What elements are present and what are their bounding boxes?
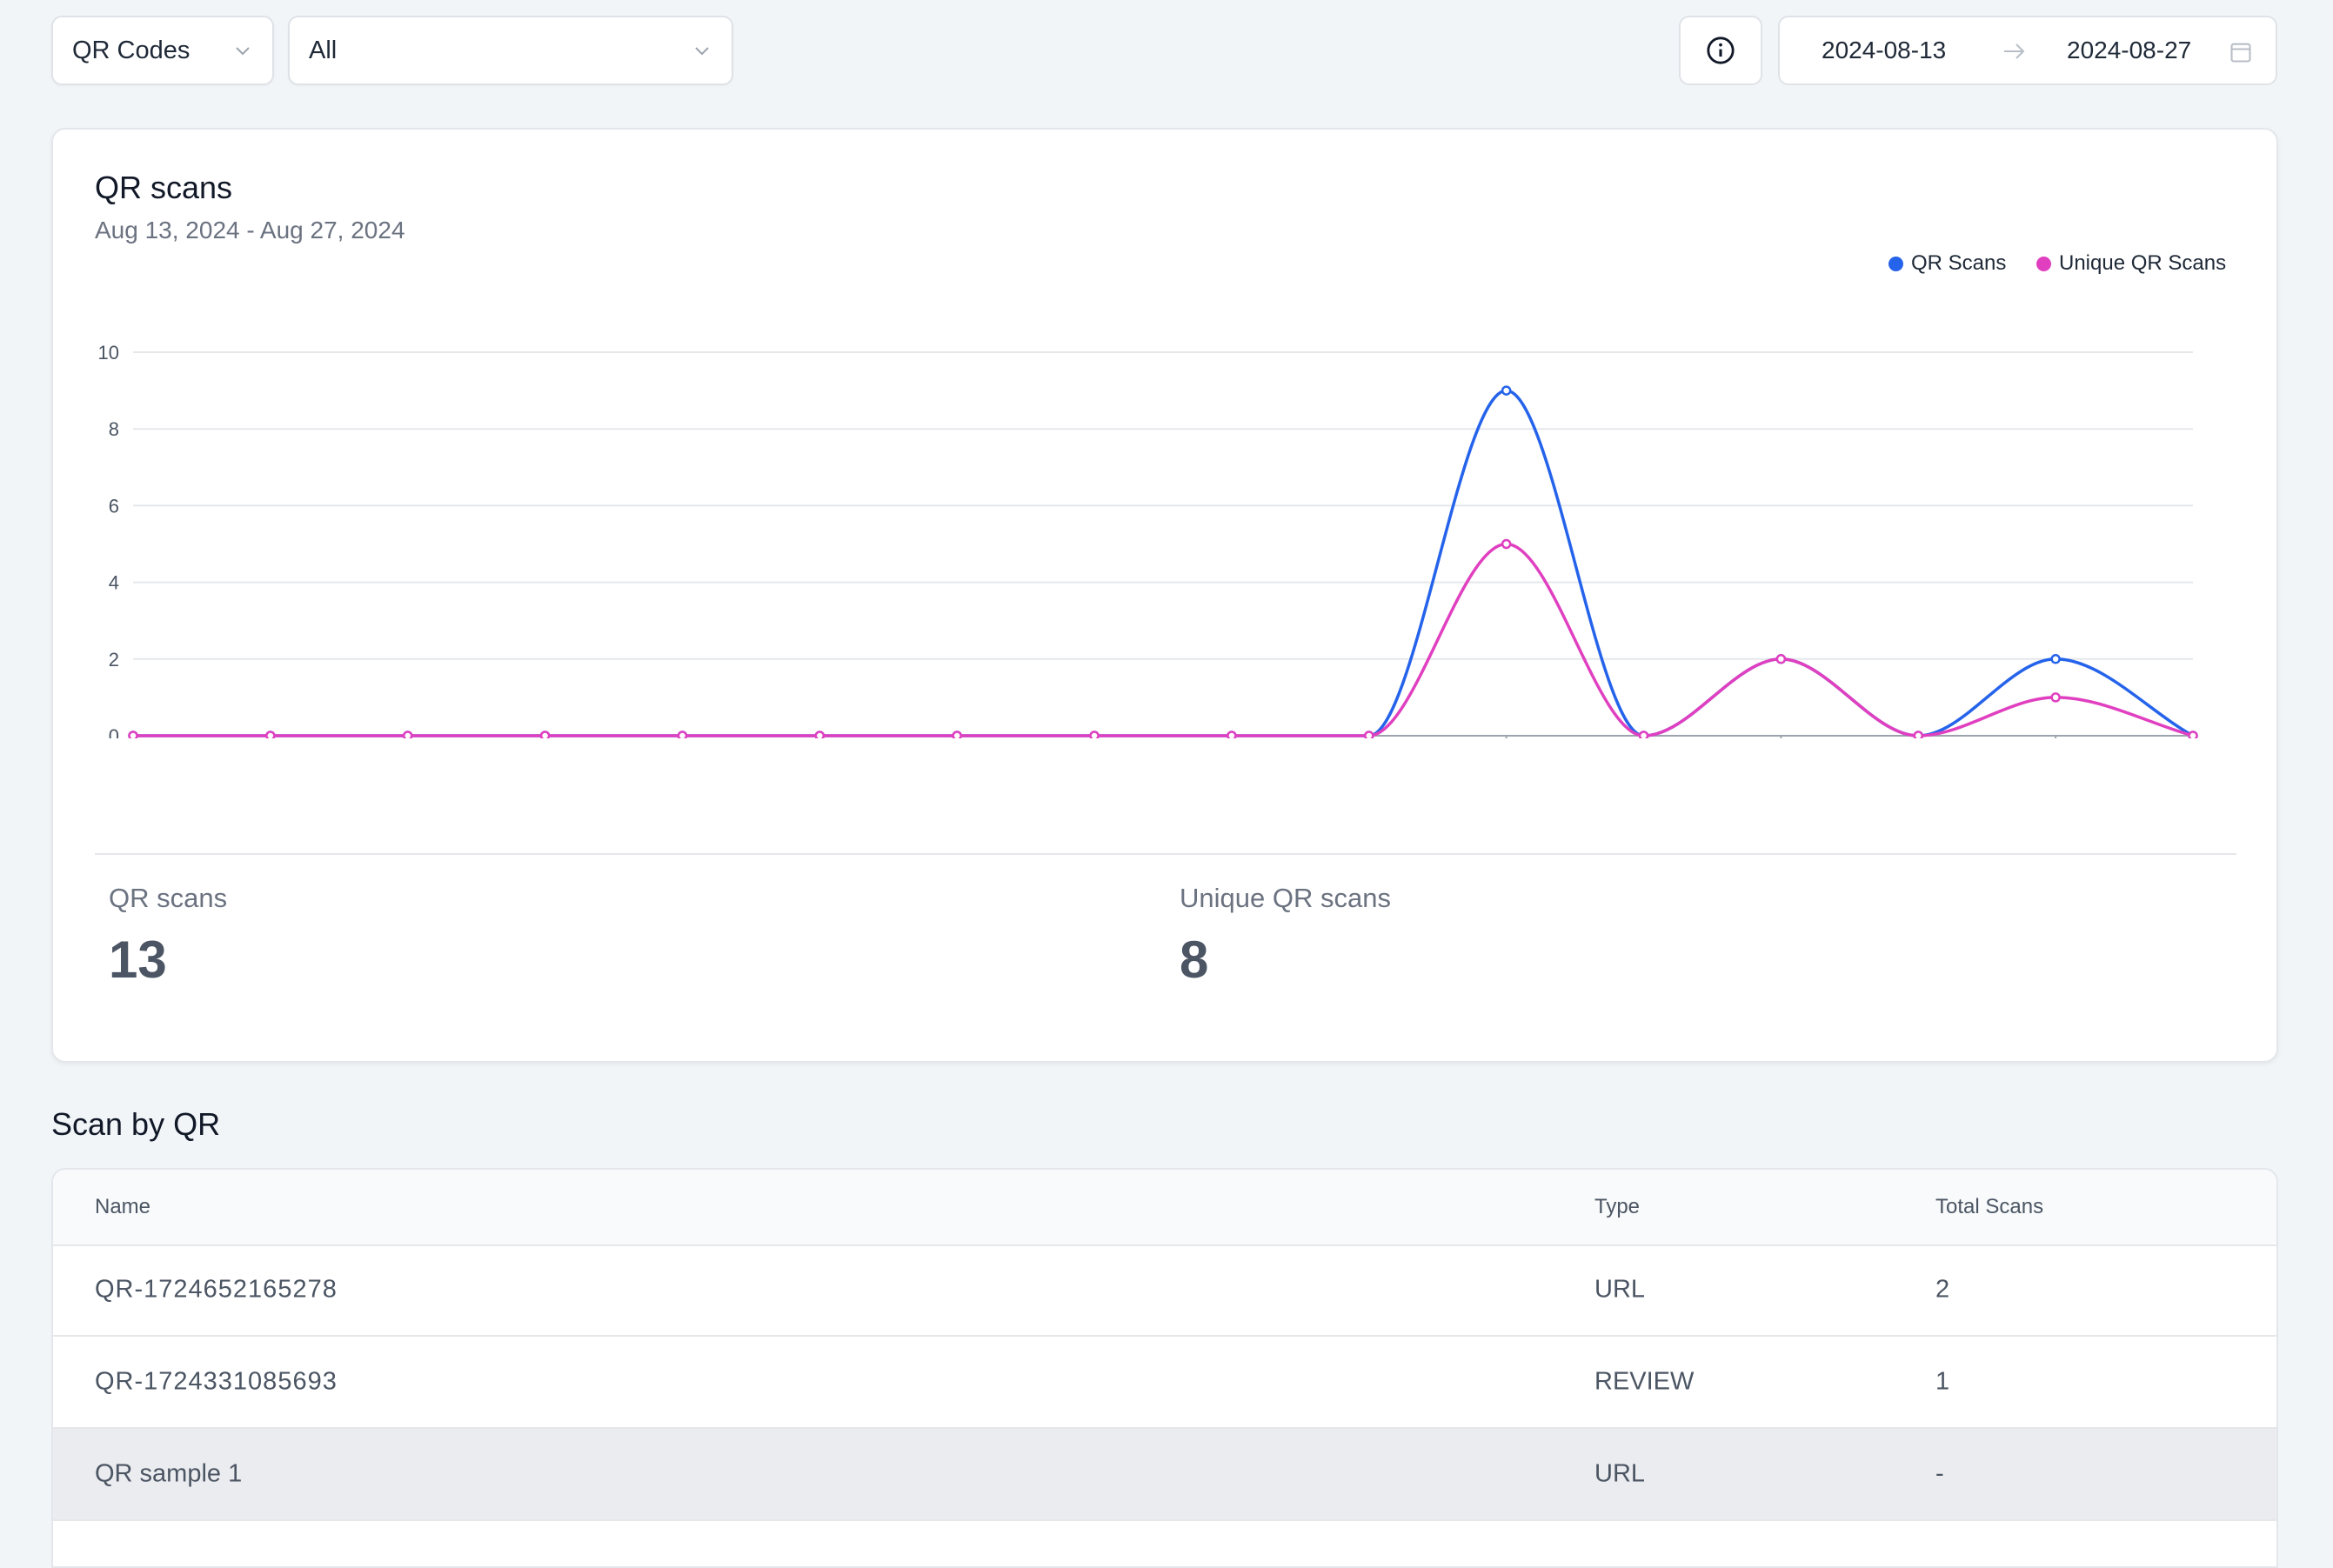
- table-row[interactable]: QR-1724331085693 REVIEW 1: [53, 1337, 2276, 1429]
- y-tick-label: 0: [109, 725, 119, 738]
- card-title: QR scans: [95, 170, 233, 205]
- data-point-unique-qr-scans: [1227, 731, 1237, 738]
- y-tick-label: 10: [98, 342, 119, 364]
- date-range-picker[interactable]: 2024-08-13 2024-08-27: [1778, 16, 2277, 85]
- stat-value-qr-scans: 13: [109, 931, 167, 989]
- section-title: Scan by QR: [51, 1106, 221, 1142]
- cell-total: -: [1935, 1459, 1944, 1488]
- chevron-down-icon: [236, 47, 250, 56]
- y-tick-label: 6: [109, 495, 119, 517]
- type-select-value: QR Codes: [72, 36, 191, 64]
- legend-dot: [1888, 256, 1903, 271]
- data-point-unique-qr-scans: [1913, 731, 1924, 738]
- chevron-down-icon: [695, 47, 709, 56]
- column-header-type[interactable]: Type: [1594, 1195, 1641, 1218]
- data-point-unique-qr-scans: [952, 731, 962, 738]
- legend-item-unique-qr-scans[interactable]: Unique QR Scans: [2036, 251, 2226, 276]
- stat-label-unique-qr-scans: Unique QR scans: [1180, 883, 1391, 913]
- line-chart: 0246810Aug 12Aug 13Aug 14Aug 15Aug 16Aug…: [98, 342, 2198, 738]
- legend-item-qr-scans[interactable]: QR Scans: [1888, 251, 2006, 276]
- calendar-icon: [2230, 43, 2251, 63]
- data-point-unique-qr-scans: [1089, 731, 1100, 738]
- series-line-unique-qr-scans: [132, 542, 2194, 737]
- table-row[interactable]: QR sample 1 URL -: [53, 1429, 2276, 1521]
- data-point-unique-qr-scans: [1638, 731, 1649, 738]
- date-start[interactable]: 2024-08-13: [1822, 37, 1947, 63]
- date-end[interactable]: 2024-08-27: [2067, 37, 2192, 63]
- cell-total: 2: [1935, 1275, 1950, 1304]
- series-line-qr-scans: [132, 389, 2194, 737]
- table-header: Name Type Total Scans: [53, 1170, 2276, 1246]
- scan-table: Name Type Total Scans QR-1724652165278 U…: [51, 1168, 2278, 1568]
- data-point-qr-scans: [2050, 654, 2061, 664]
- cell-type: URL: [1594, 1459, 1646, 1488]
- divider: [95, 853, 2236, 855]
- cell-name: QR-1724331085693: [95, 1367, 338, 1396]
- data-point-qr-scans: [1501, 385, 1512, 396]
- data-point-unique-qr-scans: [128, 731, 138, 738]
- data-point-unique-qr-scans: [1364, 731, 1374, 738]
- data-point-unique-qr-scans: [2188, 731, 2198, 738]
- data-point-unique-qr-scans: [677, 731, 688, 738]
- data-point-unique-qr-scans: [2050, 692, 2061, 703]
- y-tick-label: 2: [109, 649, 119, 671]
- legend-label: QR Scans: [1911, 251, 2007, 275]
- data-point-unique-qr-scans: [1501, 538, 1512, 550]
- data-point-unique-qr-scans: [1775, 654, 1787, 664]
- data-point-unique-qr-scans: [402, 731, 413, 738]
- legend-label: Unique QR Scans: [2059, 251, 2227, 275]
- scope-select-value: All: [309, 36, 338, 64]
- type-select[interactable]: QR Codes: [51, 16, 274, 85]
- cell-type: REVIEW: [1594, 1367, 1695, 1396]
- arrow-right-icon: [2004, 43, 2025, 59]
- column-header-total-scans[interactable]: Total Scans: [1935, 1195, 2044, 1218]
- cell-total: 1: [1935, 1367, 1950, 1396]
- column-header-name[interactable]: Name: [95, 1195, 151, 1218]
- qr-scans-card: QR scans Aug 13, 2024 - Aug 27, 2024 QR …: [51, 128, 2278, 1063]
- info-button[interactable]: [1679, 16, 1762, 85]
- data-point-unique-qr-scans: [539, 731, 551, 738]
- table-row-partial[interactable]: [53, 1521, 2276, 1566]
- stat-label-qr-scans: QR scans: [109, 883, 228, 913]
- card-subtitle: Aug 13, 2024 - Aug 27, 2024: [95, 217, 405, 244]
- table-row[interactable]: QR-1724652165278 URL 2: [53, 1244, 2276, 1337]
- data-point-unique-qr-scans: [265, 731, 276, 738]
- legend-dot: [2036, 256, 2051, 271]
- cell-type: URL: [1594, 1275, 1646, 1304]
- cell-name: QR sample 1: [95, 1459, 243, 1488]
- y-tick-label: 4: [109, 572, 119, 594]
- y-tick-label: 8: [109, 418, 119, 440]
- stat-value-unique-qr-scans: 8: [1180, 931, 1209, 989]
- data-point-unique-qr-scans: [814, 731, 826, 738]
- info-icon: [1707, 37, 1735, 64]
- cell-name: QR-1724652165278: [95, 1275, 338, 1304]
- scope-select[interactable]: All: [288, 16, 733, 85]
